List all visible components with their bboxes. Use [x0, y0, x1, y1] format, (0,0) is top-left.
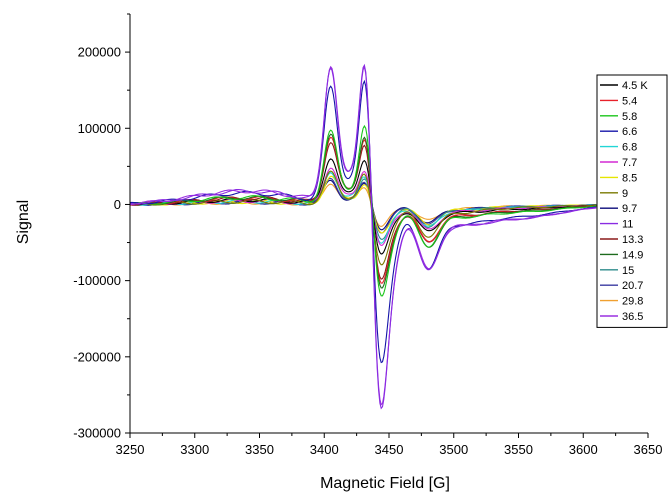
x-axis-title: Magnetic Field [G]	[320, 475, 450, 492]
series-line-4-5-K	[129, 158, 597, 255]
legend-label: 20.7	[622, 280, 643, 292]
legend-label: 9.7	[622, 203, 637, 215]
series-line-7-7	[129, 167, 597, 246]
legend-label: 29.8	[622, 296, 643, 308]
legend-label: 13.3	[622, 234, 643, 246]
legend-label: 9	[622, 188, 628, 200]
y-tick-label: 100000	[78, 121, 121, 136]
x-tick-label: 3500	[439, 442, 468, 457]
x-tick-label: 3600	[569, 442, 598, 457]
legend-label: 6.6	[622, 126, 637, 138]
x-tick-label: 3550	[504, 442, 533, 457]
x-tick-label: 3250	[116, 442, 145, 457]
legend-label: 6.8	[622, 142, 637, 154]
y-tick-label: -300000	[73, 426, 121, 441]
x-tick-label: 3450	[375, 442, 404, 457]
legend-label: 14.9	[622, 249, 643, 261]
series-line-5-8	[129, 124, 597, 297]
y-tick-label: -200000	[73, 349, 121, 364]
legend-label: 15	[622, 265, 634, 277]
y-tick-label: -100000	[73, 273, 121, 288]
legend-label: 8.5	[622, 172, 637, 184]
legend-label: 5.4	[622, 95, 637, 107]
legend-label: 36.5	[622, 311, 643, 323]
legend-label: 11	[622, 219, 633, 231]
x-tick-label: 3650	[634, 442, 663, 457]
legend-label: 7.7	[622, 157, 637, 169]
y-axis-title: Signal	[15, 200, 32, 244]
x-tick-label: 3400	[310, 442, 339, 457]
legend-label: 5.8	[622, 111, 637, 123]
y-tick-label: 0	[114, 197, 121, 212]
y-tick-label: 200000	[78, 45, 121, 60]
series-line-11	[129, 63, 597, 410]
x-tick-label: 3300	[180, 442, 209, 457]
legend-label: 4.5 K	[622, 80, 648, 92]
axis-ticks: 3250 3300 3350 3400 3450 3500 3550 3600 3650 -300…	[73, 13, 663, 457]
data-series	[129, 63, 597, 410]
x-tick-label: 3350	[245, 442, 274, 457]
legend: 4.5 K 5.4 5.8 6.6 6.8 7.7 8.5 9 9.7 11 13.3 14.9 15 2…	[596, 74, 668, 328]
